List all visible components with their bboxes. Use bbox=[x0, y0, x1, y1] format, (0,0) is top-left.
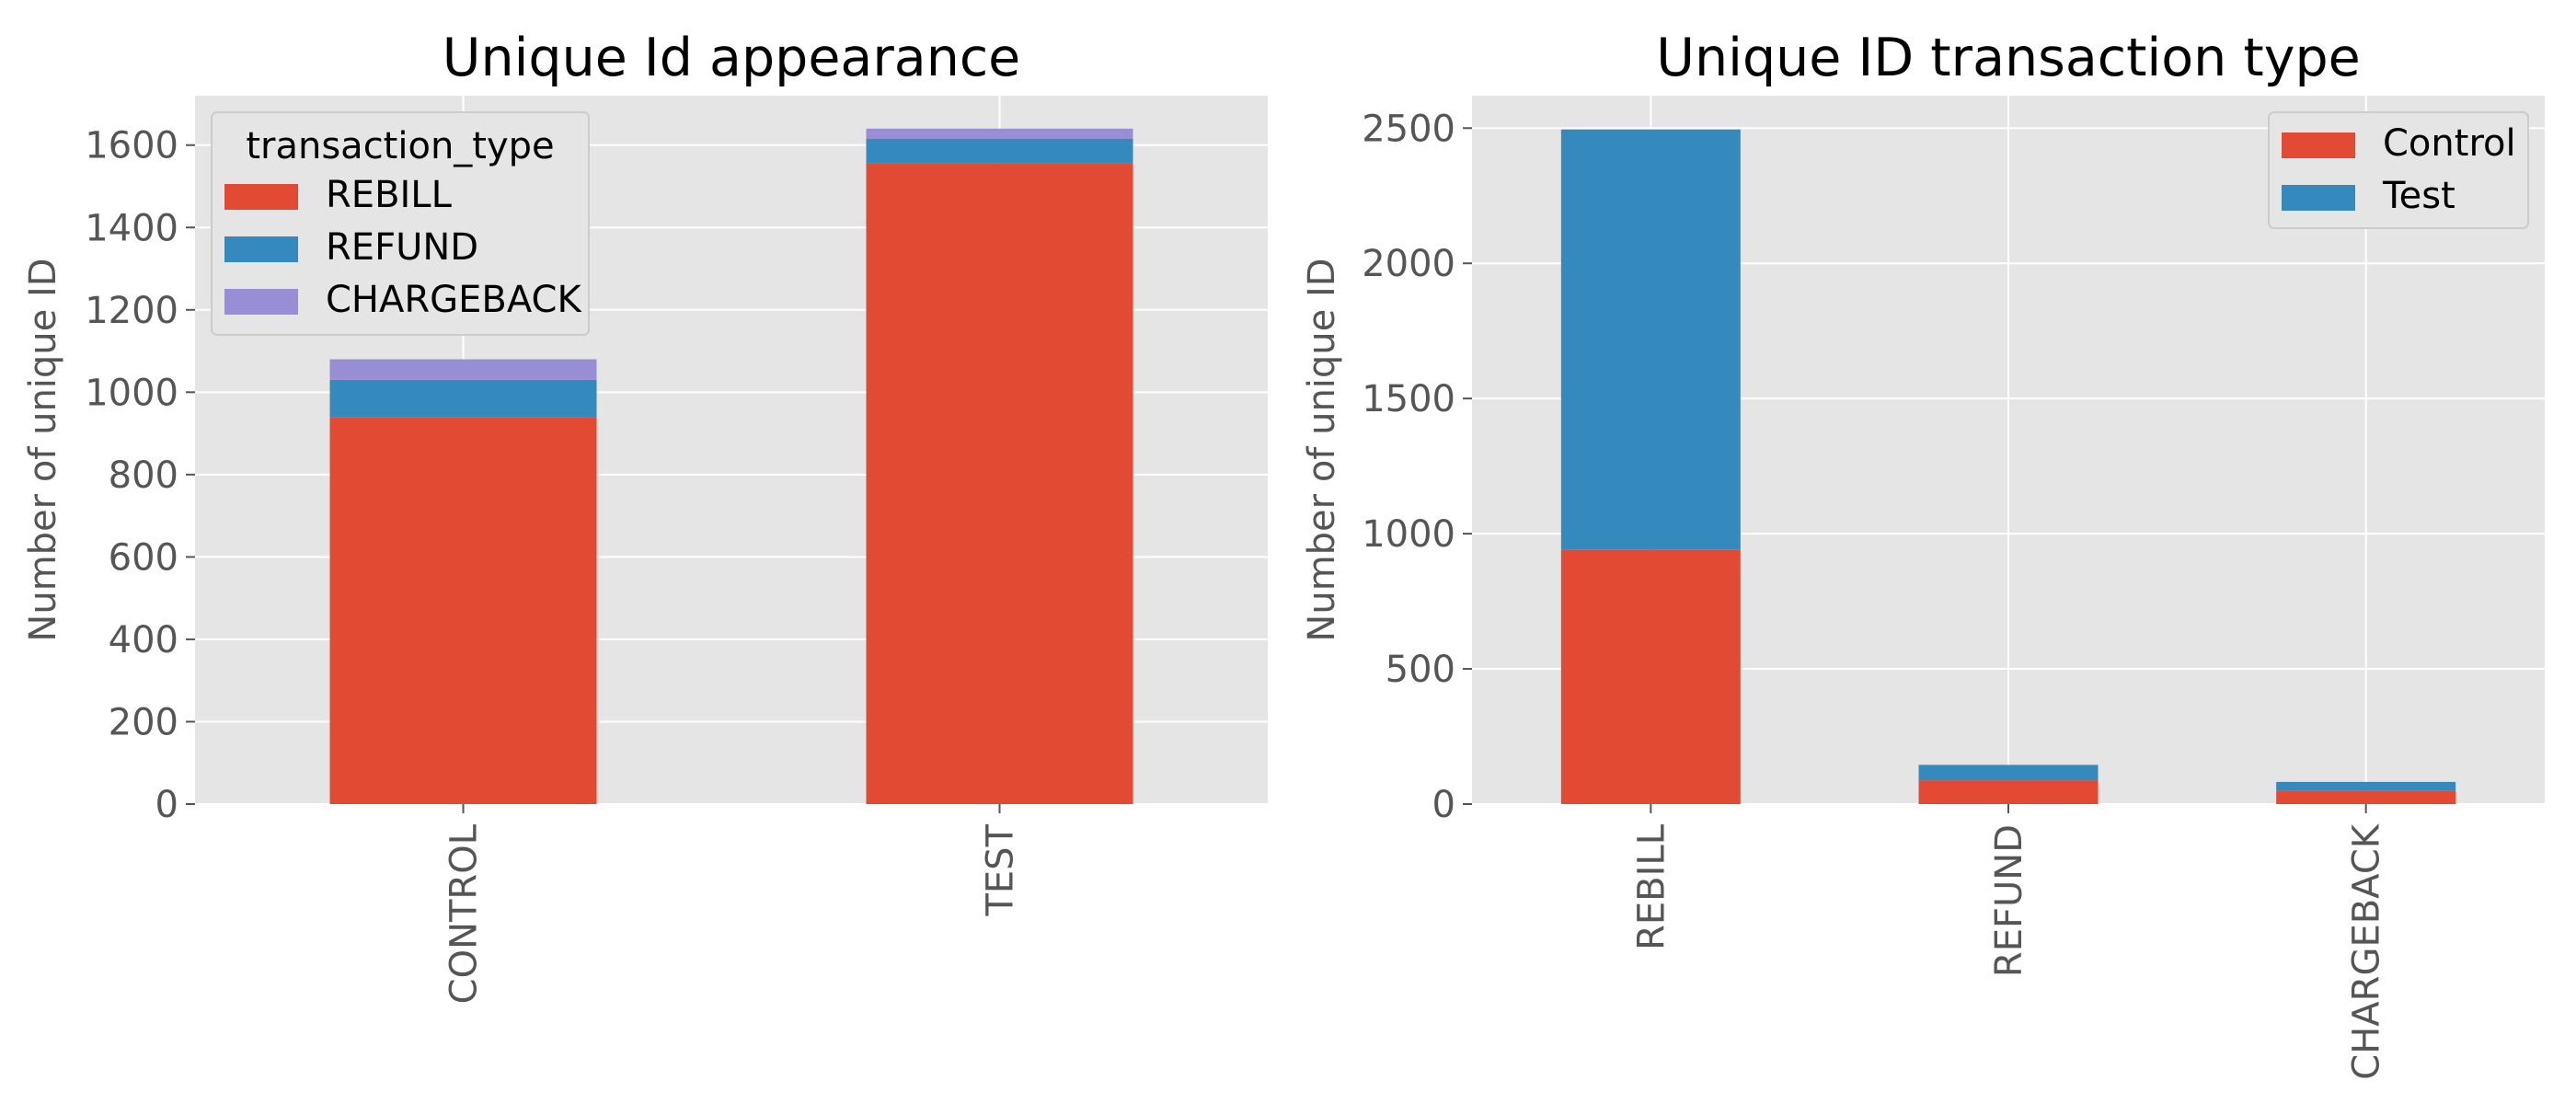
legend-label: REFUND bbox=[326, 226, 478, 269]
legend-frame bbox=[211, 111, 590, 336]
legend-label: Test bbox=[2382, 175, 2455, 217]
y-tick-label: 0 bbox=[155, 784, 178, 826]
x-tick-label: REBILL bbox=[1630, 823, 1673, 950]
bar-refund-test bbox=[866, 139, 1133, 164]
y-tick-label: 2500 bbox=[1362, 108, 1455, 150]
chart-2: 0 500 1000 1500 2000 2500 REBILL REFUND CHARGEBA… bbox=[1301, 28, 2545, 1080]
legend-swatch bbox=[224, 289, 298, 315]
y-tick-label: 2000 bbox=[1362, 243, 1455, 285]
y-axis-label: Number of unique ID bbox=[22, 258, 64, 641]
bar-test-refund bbox=[1918, 765, 2099, 781]
legend-label: Control bbox=[2383, 122, 2516, 165]
legend-swatch bbox=[2282, 185, 2355, 211]
legend-label: REBILL bbox=[326, 174, 453, 216]
y-axis-label: Number of unique ID bbox=[1301, 258, 1343, 641]
y-tick-label: 1600 bbox=[85, 125, 178, 167]
bar-chargeback-test bbox=[866, 128, 1133, 140]
legend-title: transaction_type bbox=[246, 125, 554, 167]
x-tick-label: REFUND bbox=[1988, 824, 2030, 977]
chart-title: Unique ID transaction type bbox=[1656, 28, 2360, 88]
y-tick-label: 400 bbox=[109, 619, 178, 661]
bar-control-chargeback bbox=[2276, 790, 2456, 804]
y-tick-label: 0 bbox=[1432, 784, 1455, 826]
legend: Control Test bbox=[2268, 111, 2529, 229]
bar-refund-control bbox=[329, 379, 597, 418]
legend-swatch bbox=[2282, 132, 2355, 158]
y-tick-label: 500 bbox=[1386, 649, 1455, 691]
chart-1: 0 200 400 600 800 1000 1200 1400 1600 CONTROL TEST… bbox=[22, 28, 1268, 1004]
x-tick-label: TEST bbox=[980, 823, 1022, 916]
y-tick-label: 1200 bbox=[85, 290, 178, 332]
legend-swatch bbox=[224, 236, 298, 262]
bar-test-chargeback bbox=[2276, 781, 2456, 791]
y-tick-label: 1000 bbox=[85, 372, 178, 414]
legend-label: CHARGEBACK bbox=[326, 279, 582, 321]
bar-test-rebill bbox=[1560, 129, 1741, 550]
bar-rebill-test bbox=[866, 163, 1133, 804]
x-tick-label: CHARGEBACK bbox=[2346, 822, 2388, 1079]
y-tick-label: 1400 bbox=[85, 207, 178, 249]
y-tick-label: 800 bbox=[109, 454, 178, 497]
legend-swatch bbox=[224, 184, 298, 210]
bar-rebill-control bbox=[329, 417, 597, 804]
chart-title: Unique Id appearance bbox=[443, 28, 1020, 88]
y-tick-label: 1000 bbox=[1362, 513, 1455, 556]
y-tick-label: 1500 bbox=[1362, 378, 1455, 420]
legend: transaction_type REBILL REFUND CHARGEBACK bbox=[211, 111, 590, 336]
y-tick-label: 200 bbox=[109, 701, 178, 743]
bar-control-refund bbox=[1918, 780, 2099, 804]
bar-control-rebill bbox=[1560, 549, 1741, 804]
y-tick-label: 600 bbox=[109, 536, 178, 579]
bar-chargeback-control bbox=[329, 359, 597, 380]
x-tick-label: CONTROL bbox=[443, 823, 486, 1004]
